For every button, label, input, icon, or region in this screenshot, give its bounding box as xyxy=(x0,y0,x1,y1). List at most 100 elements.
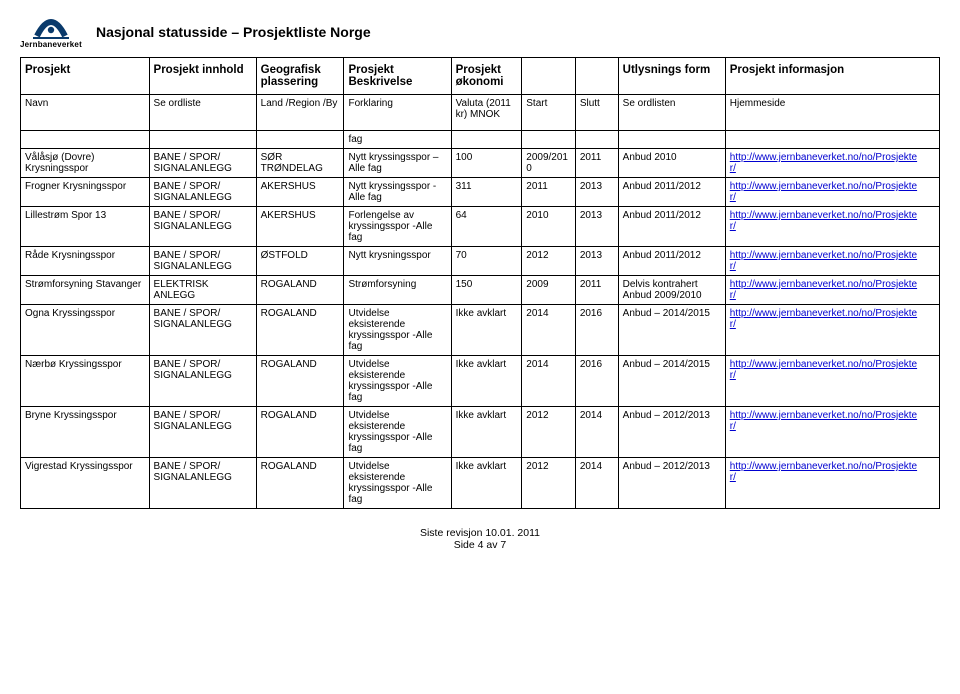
cell-c1: Nærbø Kryssingsspor xyxy=(21,356,150,407)
project-link[interactable]: http://www.jernbaneverket.no/no/Prosjekt… xyxy=(730,210,917,221)
h2-c9: Hjemmeside xyxy=(725,95,939,131)
fragment-cell: fag xyxy=(344,131,451,149)
project-link-cont[interactable]: r/ xyxy=(730,290,736,301)
cell-c7: 2016 xyxy=(575,356,618,407)
cell-c8: Anbud – 2012/2013 xyxy=(618,458,725,509)
cell-c1: Råde Krysningsspor xyxy=(21,247,150,276)
cell-c7: 2014 xyxy=(575,407,618,458)
project-link-cont[interactable]: r/ xyxy=(730,421,736,432)
table-row: Vålåsjø (Dovre) KrysningssporBANE / SPOR… xyxy=(21,149,940,178)
h2-c4: Forklaring xyxy=(344,95,451,131)
table-header-row-1: Prosjekt Prosjekt innhold Geografisk pla… xyxy=(21,58,940,95)
cell-c4: Utvidelse eksisterende kryssingsspor -Al… xyxy=(344,356,451,407)
cell-c7: 2014 xyxy=(575,458,618,509)
cell-c8: Anbud – 2012/2013 xyxy=(618,407,725,458)
cell-c6: 2009/2010 xyxy=(522,149,576,178)
cell-c2: BANE / SPOR/ SIGNALANLEGG xyxy=(149,356,256,407)
cell-c2: BANE / SPOR/ SIGNALANLEGG xyxy=(149,149,256,178)
cell-c3: SØR TRØNDELAG xyxy=(256,149,344,178)
cell-link: http://www.jernbaneverket.no/no/Prosjekt… xyxy=(725,149,939,178)
cell-c3: AKERSHUS xyxy=(256,207,344,247)
cell-c3: ROGALAND xyxy=(256,276,344,305)
cell-c4: Strømforsyning xyxy=(344,276,451,305)
table-row: Vigrestad KryssingssporBANE / SPOR/ SIGN… xyxy=(21,458,940,509)
project-link[interactable]: http://www.jernbaneverket.no/no/Prosjekt… xyxy=(730,279,917,290)
h1-c3: Geografisk plassering xyxy=(256,58,344,95)
cell-link: http://www.jernbaneverket.no/no/Prosjekt… xyxy=(725,207,939,247)
footer-page: Side 4 av 7 xyxy=(20,539,940,551)
project-link[interactable]: http://www.jernbaneverket.no/no/Prosjekt… xyxy=(730,410,917,421)
cell-c2: BANE / SPOR/ SIGNALANLEGG xyxy=(149,207,256,247)
cell-c2: BANE / SPOR/ SIGNALANLEGG xyxy=(149,407,256,458)
cell-c3: ROGALAND xyxy=(256,305,344,356)
page-header: Jernbaneverket Nasjonal statusside – Pro… xyxy=(20,14,940,49)
cell-link: http://www.jernbaneverket.no/no/Prosjekt… xyxy=(725,356,939,407)
cell-c8: Anbud 2011/2012 xyxy=(618,247,725,276)
project-link[interactable]: http://www.jernbaneverket.no/no/Prosjekt… xyxy=(730,359,917,370)
cell-c1: Lillestrøm Spor 13 xyxy=(21,207,150,247)
cell-c2: ELEKTRISK ANLEGG xyxy=(149,276,256,305)
project-link-cont[interactable]: r/ xyxy=(730,472,736,483)
cell-c8: Delvis kontrahert Anbud 2009/2010 xyxy=(618,276,725,305)
project-link-cont[interactable]: r/ xyxy=(730,192,736,203)
table-row: Råde KrysningssporBANE / SPOR/ SIGNALANL… xyxy=(21,247,940,276)
h2-c1: Navn xyxy=(21,95,150,131)
cell-link: http://www.jernbaneverket.no/no/Prosjekt… xyxy=(725,458,939,509)
h1-c1: Prosjekt xyxy=(21,58,150,95)
page-title: Nasjonal statusside – Prosjektliste Norg… xyxy=(96,24,371,40)
cell-c4: Forlengelse av kryssingsspor -Alle fag xyxy=(344,207,451,247)
cell-c1: Bryne Kryssingsspor xyxy=(21,407,150,458)
project-link[interactable]: http://www.jernbaneverket.no/no/Prosjekt… xyxy=(730,181,917,192)
h1-c8: Utlysnings form xyxy=(618,58,725,95)
h1-c4: Prosjekt Beskrivelse xyxy=(344,58,451,95)
cell-c8: Anbud 2010 xyxy=(618,149,725,178)
cell-c4: Nytt krysningsspor xyxy=(344,247,451,276)
cell-link: http://www.jernbaneverket.no/no/Prosjekt… xyxy=(725,247,939,276)
table-row: Lillestrøm Spor 13BANE / SPOR/ SIGNALANL… xyxy=(21,207,940,247)
cell-c1: Vigrestad Kryssingsspor xyxy=(21,458,150,509)
cell-c1: Vålåsjø (Dovre) Krysningsspor xyxy=(21,149,150,178)
cell-c8: Anbud 2011/2012 xyxy=(618,207,725,247)
cell-c8: Anbud – 2014/2015 xyxy=(618,305,725,356)
project-link[interactable]: http://www.jernbaneverket.no/no/Prosjekt… xyxy=(730,152,917,163)
h2-c6: Start xyxy=(522,95,576,131)
h2-c3: Land /Region /By xyxy=(256,95,344,131)
table-row: Nærbø KryssingssporBANE / SPOR/ SIGNALAN… xyxy=(21,356,940,407)
logo-text: Jernbaneverket xyxy=(20,40,82,49)
cell-c1: Ogna Kryssingsspor xyxy=(21,305,150,356)
fragment-row: fag xyxy=(21,131,940,149)
project-link[interactable]: http://www.jernbaneverket.no/no/Prosjekt… xyxy=(730,461,917,472)
cell-link: http://www.jernbaneverket.no/no/Prosjekt… xyxy=(725,407,939,458)
cell-c3: ROGALAND xyxy=(256,458,344,509)
cell-c3: ØSTFOLD xyxy=(256,247,344,276)
h1-c6 xyxy=(522,58,576,95)
cell-c4: Utvidelse eksisterende kryssingsspor -Al… xyxy=(344,458,451,509)
cell-link: http://www.jernbaneverket.no/no/Prosjekt… xyxy=(725,305,939,356)
table-row: Bryne KryssingssporBANE / SPOR/ SIGNALAN… xyxy=(21,407,940,458)
project-link-cont[interactable]: r/ xyxy=(730,370,736,381)
cell-c6: 2012 xyxy=(522,247,576,276)
page-footer: Siste revisjon 10.01. 2011 Side 4 av 7 xyxy=(20,527,940,551)
project-link-cont[interactable]: r/ xyxy=(730,221,736,232)
project-link[interactable]: http://www.jernbaneverket.no/no/Prosjekt… xyxy=(730,308,917,319)
cell-c6: 2010 xyxy=(522,207,576,247)
cell-c7: 2013 xyxy=(575,207,618,247)
cell-c5: Ikke avklart xyxy=(451,407,522,458)
cell-c6: 2012 xyxy=(522,458,576,509)
table-row: Ogna KryssingssporBANE / SPOR/ SIGNALANL… xyxy=(21,305,940,356)
table-row: Strømforsyning StavangerELEKTRISK ANLEGG… xyxy=(21,276,940,305)
cell-c3: ROGALAND xyxy=(256,356,344,407)
cell-link: http://www.jernbaneverket.no/no/Prosjekt… xyxy=(725,276,939,305)
cell-c5: 150 xyxy=(451,276,522,305)
logo: Jernbaneverket xyxy=(20,14,82,49)
project-link-cont[interactable]: r/ xyxy=(730,319,736,330)
cell-c5: Ikke avklart xyxy=(451,458,522,509)
project-link-cont[interactable]: r/ xyxy=(730,261,736,272)
project-link[interactable]: http://www.jernbaneverket.no/no/Prosjekt… xyxy=(730,250,917,261)
h1-c5: Prosjekt økonomi xyxy=(451,58,522,95)
cell-c7: 2011 xyxy=(575,149,618,178)
cell-c2: BANE / SPOR/ SIGNALANLEGG xyxy=(149,247,256,276)
project-link-cont[interactable]: r/ xyxy=(730,163,736,174)
cell-c2: BANE / SPOR/ SIGNALANLEGG xyxy=(149,458,256,509)
cell-c6: 2014 xyxy=(522,305,576,356)
